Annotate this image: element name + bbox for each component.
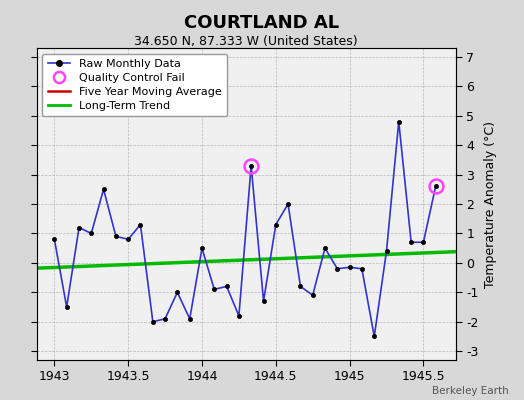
Title: 34.650 N, 87.333 W (United States): 34.650 N, 87.333 W (United States)	[135, 35, 358, 48]
Text: COURTLAND AL: COURTLAND AL	[184, 14, 340, 32]
Legend: Raw Monthly Data, Quality Control Fail, Five Year Moving Average, Long-Term Tren: Raw Monthly Data, Quality Control Fail, …	[42, 54, 227, 116]
Text: Berkeley Earth: Berkeley Earth	[432, 386, 508, 396]
Y-axis label: Temperature Anomaly (°C): Temperature Anomaly (°C)	[484, 120, 497, 288]
